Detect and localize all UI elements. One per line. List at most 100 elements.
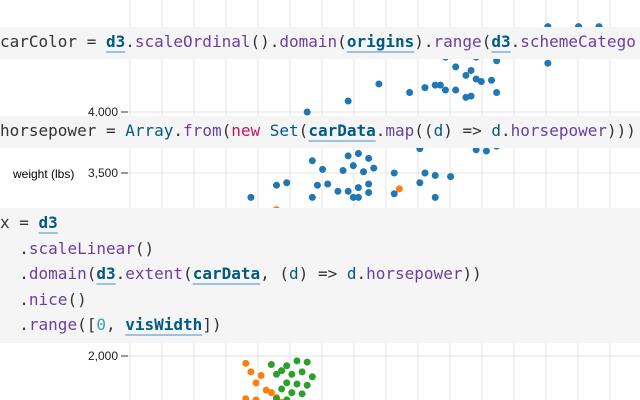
code-token: . (0, 315, 29, 334)
scatter-point-series-0 (344, 97, 352, 105)
y-axis-title: weight (lbs) (12, 167, 74, 181)
scatter-point-series-0 (441, 86, 449, 94)
scatter-point-series-0 (349, 193, 357, 201)
scatter-point-series-0 (324, 180, 332, 188)
scatter-point-series-1 (247, 368, 255, 376)
code-token: () (134, 238, 155, 258)
code-token: (( (414, 121, 434, 140)
scatter-point-series-0 (431, 171, 439, 179)
scatter-point-series-0 (370, 164, 378, 172)
code-line: x = d3 (0, 210, 640, 236)
scatter-point-series-2 (303, 381, 311, 389)
scatter-point-series-0 (344, 152, 352, 160)
code-token: new (231, 121, 261, 140)
code-line: .nice() (0, 287, 640, 313)
scatter-point-series-2 (283, 362, 291, 370)
y-tick-label: 4,000 (88, 105, 118, 119)
code-token: range (433, 32, 482, 51)
code-token: . (125, 32, 135, 51)
scatter-point-series-0 (354, 193, 362, 201)
code-cell-car-color[interactable]: carColor = d3.scaleOrdinal().domain(orig… (0, 27, 640, 59)
code-token: . (115, 264, 126, 283)
scatter-point-series-1 (252, 396, 260, 400)
code-token: horsepower (510, 121, 607, 140)
code-token: )) (462, 264, 482, 283)
scatter-point-series-2 (283, 396, 291, 400)
code-token: ( (221, 121, 232, 140)
scatter-point-series-0 (421, 169, 429, 177)
scatter-point-series-2 (288, 389, 296, 397)
code-token: . (173, 121, 184, 140)
code-token: ( (481, 32, 492, 51)
code-token: d (289, 264, 299, 283)
scatter-point-series-0 (390, 190, 398, 198)
scatter-point-series-1 (242, 395, 250, 400)
code-line: horsepower = Array.from(new Set(carData.… (0, 118, 640, 144)
code-token: d3 (491, 32, 511, 51)
scatter-point-series-1 (395, 185, 403, 193)
code-token: d3 (38, 213, 58, 232)
scatter-point-series-0 (308, 157, 316, 165)
code-token: ([ (77, 315, 97, 334)
scatter-point-series-0 (303, 108, 311, 116)
code-token: . (0, 289, 29, 309)
code-token: ) => (443, 121, 492, 140)
code-token: 0 (96, 315, 106, 334)
scatter-point-series-0 (308, 193, 316, 201)
code-token: ( (183, 264, 193, 283)
scatter-point-series-0 (431, 81, 439, 89)
scatter-point-series-0 (354, 184, 362, 192)
scatter-point-series-0 (406, 88, 414, 96)
code-token: range (28, 315, 78, 334)
code-token: Set (269, 121, 299, 140)
code-line: .range([0, visWidth]) (0, 312, 640, 338)
code-token: nice (28, 289, 68, 309)
scatter-point-series-0 (313, 181, 321, 189)
scatter-point-series-0 (467, 92, 475, 100)
scatter-point-series-0 (482, 147, 490, 155)
code-token: carData (308, 121, 376, 140)
scatter-point-series-0 (365, 180, 373, 188)
code-line: carColor = d3.scaleOrdinal().domain(orig… (0, 29, 640, 55)
scatter-point-series-0 (447, 173, 455, 181)
code-token: , ( (260, 264, 290, 283)
scatter-point-series-0 (493, 88, 501, 96)
scatter-point-series-0 (360, 168, 368, 176)
code-token: ). (414, 32, 434, 51)
scatter-point-series-0 (421, 84, 429, 92)
scatter-point-series-0 (339, 167, 347, 175)
code-token: = (96, 121, 126, 140)
code-token: d (491, 121, 502, 140)
scatter-point-series-0 (452, 86, 460, 94)
scatter-point-series-0 (493, 57, 501, 65)
code-cell-x-scale[interactable]: x = d3 .scaleLinear() .domain(d3.extent(… (0, 208, 640, 343)
code-cell-horsepower[interactable]: horsepower = Array.from(new Set(carData.… (0, 116, 640, 148)
scatter-point-series-0 (344, 187, 352, 195)
code-token: = (77, 32, 106, 51)
scatter-point-series-2 (278, 367, 286, 375)
scatter-point-series-0 (488, 76, 496, 84)
scatter-point-series-1 (242, 359, 250, 367)
scatter-point-series-0 (544, 59, 552, 67)
scatter-point-series-0 (319, 165, 327, 173)
scatter-point-series-2 (303, 358, 311, 366)
scatter-point-series-0 (375, 80, 383, 88)
code-token: . (510, 32, 521, 51)
code-token: ) => (298, 264, 347, 283)
scatter-point-series-0 (365, 189, 373, 197)
scatter-point-series-0 (462, 71, 470, 79)
scatter-point-series-2 (288, 370, 296, 378)
scatter-point-series-1 (252, 379, 260, 387)
scatter-point-series-0 (416, 179, 424, 187)
code-token: d (433, 121, 444, 140)
code-token: ( (298, 121, 309, 140)
y-tick-label: 3,500 (88, 166, 118, 180)
code-token: schemeCatego (520, 32, 636, 51)
code-token: origins (346, 32, 415, 51)
code-token: from (183, 121, 222, 140)
scatter-point-series-0 (390, 169, 398, 177)
scatter-point-series-2 (298, 368, 306, 376)
scatter-point-series-2 (267, 361, 275, 369)
scatter-point-series-2 (272, 395, 280, 400)
code-token: () (67, 289, 87, 309)
